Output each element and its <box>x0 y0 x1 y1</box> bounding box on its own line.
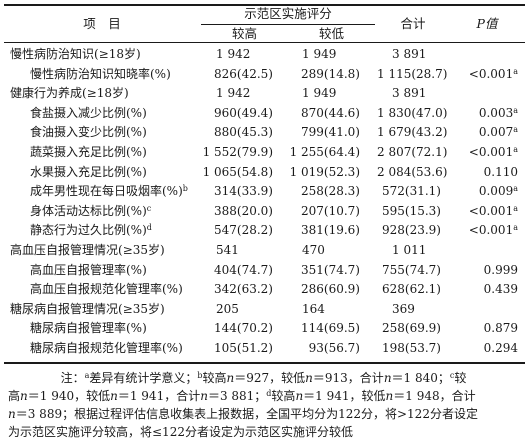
row-label: 高血压自报规范化管理率(%) <box>30 282 183 297</box>
cell-low: 93(56.7) <box>308 341 360 355</box>
note-line-3: n＝3 889；根据过程评估信息收集表上报数据，全国平均分为122分，将>122… <box>8 407 478 421</box>
cell-low: 351(74.7) <box>301 262 360 277</box>
cell-high: 105(51.2) <box>214 341 273 355</box>
row-label: 慢性病防治知识知晓率(%) <box>30 66 171 81</box>
cell-high: 314(33.9) <box>214 184 273 199</box>
cell-high: 541 <box>216 243 239 257</box>
cell-low: 870(44.6) <box>301 105 360 120</box>
row-label: 食盐摄入减少比例(%) <box>30 105 147 120</box>
cell-p: <0.001a <box>468 223 518 238</box>
note-line-4: 为示范区实施评分较高，将≤122分者设定为示范区实施评分较低 <box>8 425 353 439</box>
cell-total: 755(74.7) <box>382 262 441 277</box>
cell-total: 928(23.9) <box>382 223 441 238</box>
cell-high: 205 <box>216 301 239 316</box>
cell-low: 381(19.6) <box>301 223 360 238</box>
cell-low: 470 <box>302 243 325 257</box>
cell-total: 1 679(43.2) <box>377 125 448 140</box>
cell-high: 1 942 <box>216 47 251 61</box>
cell-p: 0.003a <box>478 105 518 120</box>
row-label: 糖尿病自报规范化管理率(%) <box>30 341 183 355</box>
table-bottom-rule <box>4 362 525 364</box>
cell-total: 369 <box>392 301 415 316</box>
cell-high: 1 942 <box>216 86 251 101</box>
row-label: 健康行为养成(≥18岁) <box>10 86 129 101</box>
row-label: 食油摄入变少比例(%) <box>30 125 147 140</box>
cell-low: 1 255(64.4) <box>289 145 360 159</box>
row-label: 高血压自报管理情况(≥35岁) <box>10 243 165 257</box>
cell-low: 164 <box>302 301 325 316</box>
cell-low: 258(28.3) <box>301 184 360 199</box>
cell-total: 3 891 <box>392 86 427 101</box>
cell-total: 595(15.3) <box>382 203 441 218</box>
group-header-underline <box>201 24 375 25</box>
cell-low: 1 949 <box>302 47 337 61</box>
cell-high: 1 552(79.9) <box>202 145 273 159</box>
cell-total: 572(31.1) <box>382 184 441 199</box>
header-group: 示范区实施评分 <box>244 6 332 21</box>
cell-high: 880(45.3) <box>214 125 273 140</box>
row-label: 身体活动达标比例(%)c <box>30 203 152 218</box>
cell-high: 342(63.2) <box>214 282 273 297</box>
cell-total: 3 891 <box>392 47 427 61</box>
cell-p: 0.007a <box>478 125 518 140</box>
cell-high: 960(49.4) <box>214 105 273 120</box>
cell-low: 289(14.8) <box>301 66 360 81</box>
cell-p: <0.001a <box>468 145 518 159</box>
note-line-1: 注：a差异有统计学意义；b较高n＝927，较低n＝913，合计n＝1 840；c… <box>60 371 467 385</box>
cell-total: 198(53.7) <box>382 341 441 355</box>
row-label: 水果摄入充足比例(%) <box>30 164 147 179</box>
cell-high: 404(74.7) <box>214 262 273 277</box>
note-line-2: 高n＝1 940，较低n＝1 941，合计n＝3 881；d较高n＝1 941，… <box>8 389 476 403</box>
cell-total: 2 084(53.6) <box>377 164 448 179</box>
row-label: 成年男性现在每日吸烟率(%)b <box>30 184 188 199</box>
cell-p: 0.009a <box>478 184 518 199</box>
cell-low: 114(69.5) <box>301 321 360 336</box>
row-label: 慢性病防治知识(≥18岁) <box>10 47 141 61</box>
cell-total: 1 830(47.0) <box>377 105 448 120</box>
row-label: 糖尿病自报管理情况(≥35岁) <box>10 301 165 316</box>
cell-low: 1 019(52.3) <box>289 164 360 179</box>
cell-total: 2 807(72.1) <box>377 145 448 159</box>
cell-p: <0.001a <box>468 203 518 218</box>
header-high: 较高 <box>231 26 257 41</box>
header-bottom-rule <box>4 42 525 43</box>
header-low: 较低 <box>318 26 344 41</box>
cell-total: 628(62.1) <box>382 282 441 297</box>
cell-p: 0.294 <box>483 341 518 355</box>
row-label: 糖尿病自报管理率(%) <box>30 321 147 336</box>
cell-p: 0.879 <box>483 321 518 336</box>
cell-high: 826(42.5) <box>214 66 273 81</box>
header-item: 项 目 <box>83 16 121 31</box>
header-p: P值 <box>476 16 498 31</box>
cell-high: 547(28.2) <box>214 223 273 238</box>
cell-high: 388(20.0) <box>214 203 273 218</box>
row-label: 高血压自报管理率(%) <box>30 262 147 277</box>
cell-high: 144(70.2) <box>214 321 273 336</box>
cell-p: <0.001a <box>468 66 518 81</box>
cell-low: 799(41.0) <box>301 125 360 140</box>
header-total: 合计 <box>400 16 426 31</box>
cell-high: 1 065(54.8) <box>202 164 273 179</box>
cell-p: 0.110 <box>483 164 518 179</box>
table-top-rule <box>4 4 525 6</box>
cell-low: 1 949 <box>302 86 337 101</box>
row-label: 蔬菜摄入充足比例(%) <box>30 145 147 159</box>
row-label: 静态行为过久比例(%)d <box>30 223 152 238</box>
cell-p: 0.999 <box>483 262 518 277</box>
table-notes: 注：a差异有统计学意义；b较高n＝927，较低n＝913，合计n＝1 840；c… <box>8 369 519 441</box>
cell-total: 258(69.9) <box>382 321 441 336</box>
cell-low: 286(60.9) <box>301 282 360 297</box>
cell-p: 0.439 <box>483 282 518 297</box>
cell-total: 1 011 <box>392 243 427 257</box>
cell-low: 207(10.7) <box>301 203 360 218</box>
cell-total: 1 115(28.7) <box>377 66 448 81</box>
